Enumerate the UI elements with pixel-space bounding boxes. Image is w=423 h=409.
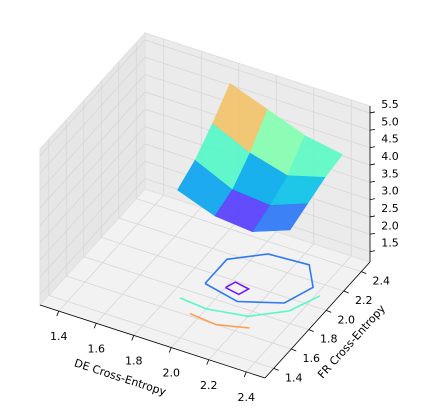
contour: [179, 295, 321, 318]
y-tick-label: 2.2: [355, 294, 373, 307]
contour: [225, 281, 251, 296]
contour: [189, 312, 250, 329]
z-tick-label: 2.5: [381, 202, 399, 215]
grid-line: [39, 39, 146, 157]
tick-mark: [361, 271, 367, 275]
grid-line: [48, 294, 274, 369]
tick-mark: [369, 232, 376, 235]
y-tick-label: 2.4: [373, 275, 391, 288]
tick-mark: [273, 367, 279, 371]
surface-patch: [251, 203, 309, 233]
grid-line: [39, 143, 146, 261]
x-axis-line: [39, 304, 266, 379]
x-tick-label: 2.4: [238, 391, 256, 404]
grid-line: [95, 206, 202, 324]
x-axis-label: DE Cross-Entropy: [73, 357, 169, 399]
grid-line: [39, 178, 146, 295]
grid-line: [39, 91, 146, 209]
tick-mark: [206, 359, 210, 365]
x-tick-label: 1.6: [88, 342, 106, 355]
grid-line: [136, 198, 362, 273]
tick-mark: [308, 329, 314, 333]
tick-mark: [369, 215, 376, 218]
y-tick-label: 1.8: [320, 333, 338, 346]
tick-mark: [369, 198, 376, 200]
grid-line: [39, 108, 146, 226]
tick-mark: [369, 163, 376, 166]
grid-line: [144, 39, 371, 114]
z-tick-label: 4.0: [381, 150, 399, 163]
tick-mark: [369, 146, 376, 148]
grid-line: [39, 160, 146, 278]
tick-mark: [291, 348, 297, 352]
tick-mark: [369, 128, 376, 131]
tick-mark: [168, 347, 172, 353]
z-tick-label: 3.5: [381, 167, 399, 180]
z-tick-label: 4.5: [381, 133, 399, 146]
tick-mark: [369, 180, 376, 183]
grid-line: [170, 231, 277, 348]
x-tick-label: 2.0: [163, 367, 181, 380]
grid-line: [39, 74, 146, 191]
grid-line: [133, 219, 240, 336]
tick-mark: [369, 111, 376, 114]
grid-line: [39, 56, 146, 174]
y-tick-label: 1.4: [285, 371, 303, 384]
tick-mark: [243, 371, 247, 378]
grid-line: [39, 126, 146, 243]
y-tick-label: 2.0: [338, 313, 356, 326]
x-tick-label: 1.4: [50, 330, 68, 343]
tick-mark: [343, 290, 349, 294]
z-tick-label: 1.5: [381, 237, 399, 250]
z-tick-label: 2.0: [381, 219, 399, 232]
grid-line: [245, 255, 352, 373]
contour: [204, 253, 314, 304]
x-tick-label: 1.8: [125, 354, 143, 367]
tick-mark: [93, 323, 97, 329]
grid-line: [144, 56, 371, 131]
y-tick-label: 1.6: [303, 352, 321, 365]
z-tick-label: 5.5: [381, 98, 399, 111]
x-tick-label: 2.2: [200, 379, 218, 392]
grid-line: [83, 256, 309, 331]
z-tick-label: 3.0: [381, 185, 399, 198]
tick-mark: [131, 335, 135, 341]
grid-line: [58, 194, 165, 312]
tick-mark: [326, 309, 332, 313]
grid-line: [66, 275, 292, 350]
z-tick-label: 5.0: [381, 115, 399, 128]
tick-mark: [56, 310, 60, 317]
grid-line: [118, 217, 344, 292]
y-axis-line: [264, 261, 371, 379]
tick-mark: [369, 250, 376, 252]
